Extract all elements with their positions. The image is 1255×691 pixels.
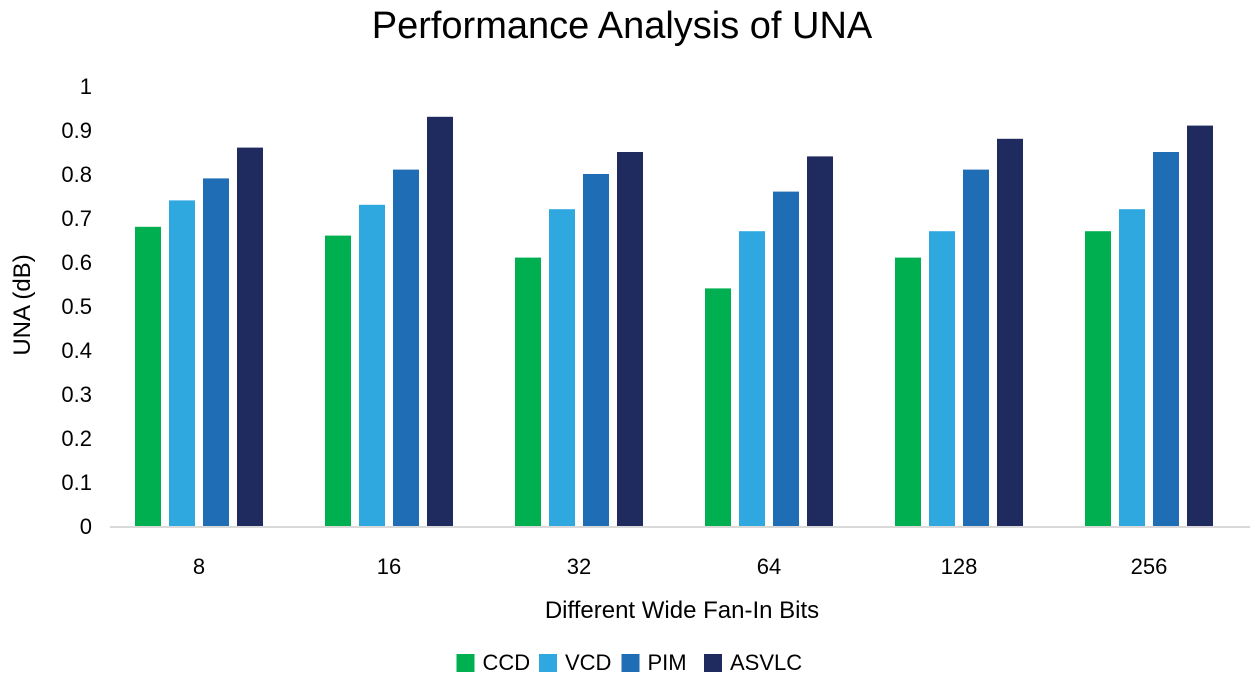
chart-title: Performance Analysis of UNA <box>372 5 873 47</box>
x-axis-label: Different Wide Fan-In Bits <box>545 597 819 624</box>
bar-ccd-256 <box>1085 231 1111 526</box>
y-tick-label: 0.1 <box>61 470 92 495</box>
bar-asvlc-256 <box>1187 125 1213 526</box>
bar-vcd-128 <box>929 231 955 526</box>
legend-swatch-pim <box>621 654 640 672</box>
bar-asvlc-16 <box>427 116 453 527</box>
bar-pim-64 <box>773 191 799 526</box>
y-tick-label: 0.3 <box>61 382 92 407</box>
y-tick-label: 0.2 <box>61 426 92 451</box>
x-tick-label: 16 <box>377 554 401 579</box>
bar-ccd-128 <box>895 257 921 526</box>
bar-pim-32 <box>583 174 609 526</box>
bar-asvlc-64 <box>807 156 833 526</box>
x-axis-ticks: 8 16 32 64 128 256 <box>193 554 1167 579</box>
y-axis-ticks: 0 0.1 0.2 0.3 0.4 0.5 0.6 0.7 0.8 0.9 1 <box>61 74 92 539</box>
x-tick-label: 64 <box>757 554 781 579</box>
x-tick-label: 256 <box>1131 554 1168 579</box>
y-tick-label: 0 <box>80 514 92 539</box>
bar-ccd-64 <box>705 288 731 526</box>
bar-pim-8 <box>203 178 229 526</box>
y-tick-label: 1 <box>80 74 92 99</box>
bar-ccd-16 <box>325 235 351 526</box>
bar-pim-256 <box>1153 152 1179 526</box>
y-tick-label: 0.5 <box>61 294 92 319</box>
x-tick-label: 8 <box>193 554 205 579</box>
y-tick-label: 0.8 <box>61 162 92 187</box>
y-axis-label: UNA (dB) <box>9 254 36 355</box>
legend: CCD VCD PIM ASVLC <box>456 650 802 675</box>
x-tick-label: 128 <box>941 554 978 579</box>
y-tick-label: 0.4 <box>61 338 92 363</box>
legend-swatch-vcd <box>539 654 557 672</box>
legend-label-asvlc: ASVLC <box>730 650 802 675</box>
bar-pim-16 <box>393 169 419 526</box>
bar-vcd-256 <box>1119 209 1145 526</box>
bar-pim-128 <box>963 169 989 526</box>
legend-swatch-asvlc <box>704 654 722 672</box>
legend-swatch-ccd <box>456 654 475 672</box>
bar-vcd-32 <box>549 209 575 526</box>
bar-ccd-8 <box>135 226 161 527</box>
bar-vcd-8 <box>169 200 195 526</box>
legend-label-pim: PIM <box>648 650 687 675</box>
x-tick-label: 32 <box>567 554 591 579</box>
bar-asvlc-128 <box>997 138 1023 527</box>
y-tick-label: 0.7 <box>61 206 92 231</box>
legend-label-ccd: CCD <box>483 650 531 675</box>
bar-asvlc-8 <box>237 147 263 526</box>
legend-label-vcd: VCD <box>565 650 611 675</box>
bar-ccd-32 <box>515 257 541 526</box>
bar-asvlc-32 <box>617 152 643 526</box>
y-tick-label: 0.6 <box>61 250 92 275</box>
y-tick-label: 0.9 <box>61 118 92 143</box>
bar-vcd-16 <box>359 204 385 527</box>
bar-series-group <box>135 116 1213 527</box>
bar-vcd-64 <box>739 231 765 526</box>
